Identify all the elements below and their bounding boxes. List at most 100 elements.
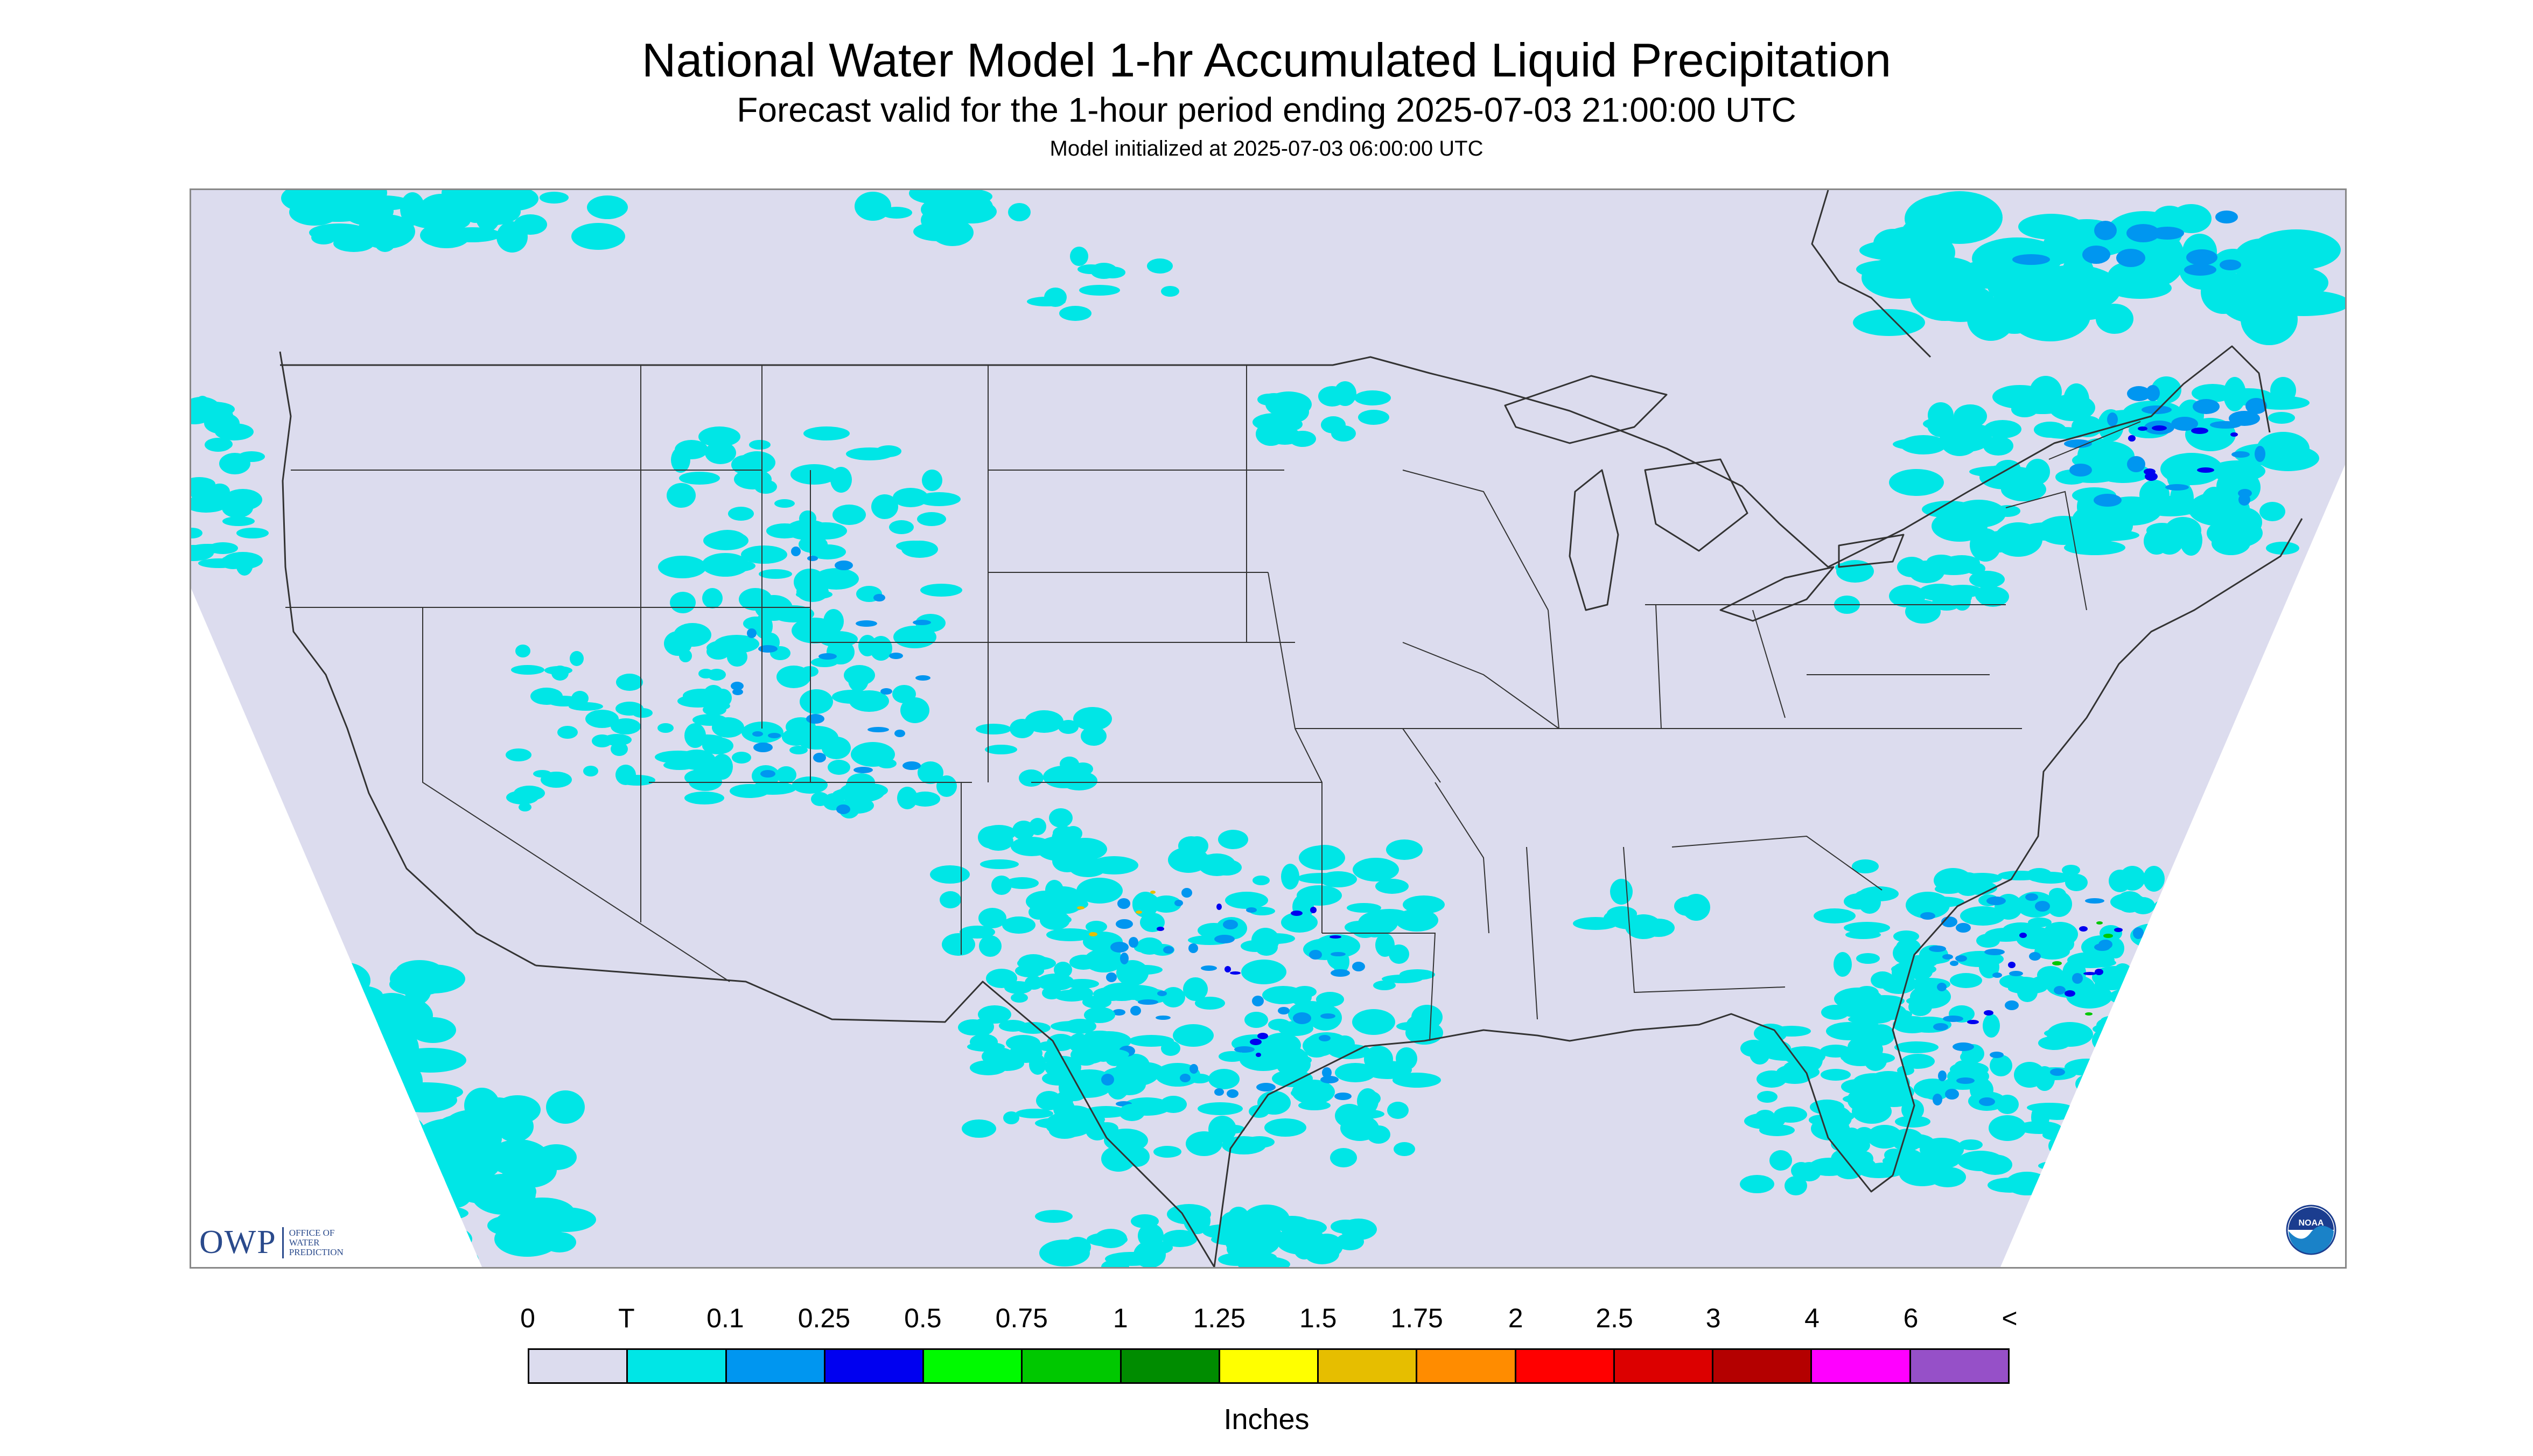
precip-cell [1340,1115,1379,1141]
precip-cell [1252,876,1270,885]
precip-cell [583,766,598,776]
precip-cell [2259,502,2285,521]
precip-cell [1251,928,1279,953]
precip-cell [752,731,763,737]
precip-cell [1984,420,2021,438]
precip-cell [2052,961,2062,965]
precip-cell [1960,1051,1982,1063]
precip-cell [1352,962,1365,971]
precip-cell [2085,898,2104,904]
precip-cell [880,688,892,695]
lake-erie [1719,566,1835,622]
legend-tick-label: 0.1 [706,1303,744,1333]
legend-swatch [1516,1350,1615,1382]
precip-cell [1101,1074,1114,1086]
precip-cell [2096,921,2103,925]
precip-cell [1025,710,1063,733]
precip-cell [2107,412,2118,426]
precip-cell [1979,1097,1995,1106]
precip-cell [2257,445,2319,471]
precip-cell [800,689,833,714]
precip-cell [1086,921,1107,933]
precip-cell [1157,991,1167,996]
precip-cell [570,651,584,666]
precip-cell [1119,1104,1145,1121]
precip-cell [1011,993,1028,1003]
precip-cell [1042,1072,1075,1086]
precip-cell [1573,917,1618,930]
precip-cell [1776,1064,1820,1080]
precip-cell [215,439,233,450]
precip-cell [1969,571,2005,588]
precip-cell [870,636,892,661]
precip-cell [818,653,837,660]
precip-cell [1933,1023,1948,1031]
legend-swatch [1614,1350,1714,1382]
precipitation-map[interactable] [190,188,2347,1269]
precip-cell [1113,1060,1159,1086]
precip-cell [569,702,603,711]
precip-cell [1076,878,1123,904]
legend-tick-label: 1.75 [1390,1303,1443,1333]
precip-cell [1008,203,1031,221]
precip-cell [667,483,696,508]
precip-cell [1769,1150,1792,1171]
precip-cell [1150,891,1156,894]
precip-cell [809,544,846,559]
precip-cell [2143,866,2165,892]
noaa-logo-upper [2289,1207,2334,1230]
precip-cell [1943,555,1980,570]
precip-cell [1111,1252,1156,1265]
precip-cell [2042,922,2078,947]
precip-cell [1320,1013,1335,1019]
precip-cell [1082,996,1111,1009]
precip-cell [915,675,930,681]
precip-cell [571,223,625,250]
precip-cell [2146,385,2160,401]
precip-cell [1354,390,1391,405]
precip-cell [2191,428,2208,434]
legend-swatch [1319,1350,1418,1382]
precip-cell [760,770,775,778]
precip-cell [1937,983,1947,991]
precip-cell [782,729,810,746]
precip-cell [1293,1012,1311,1024]
precip-cell [475,196,501,232]
precip-cell [2094,221,2117,240]
precip-cell [983,831,1013,851]
precip-cell [2245,398,2267,414]
precip-cell [1852,1099,1892,1124]
precip-cell [2025,459,2050,485]
precip-cell [1306,845,1344,867]
precip-cell [1811,1117,1850,1140]
precip-cell [1147,258,1173,274]
precip-cell [1642,919,1675,937]
precip-cell [1837,997,1880,1018]
precip-cell [1887,1074,1909,1095]
precip-cell [1049,1123,1080,1139]
precip-cell [619,775,655,786]
precip-cell [962,1119,996,1138]
precip-cell [2171,204,2212,233]
precip-cell [1976,934,2000,948]
precip-cell [1035,1210,1073,1223]
precip-cell [1841,1052,1858,1062]
precip-cell [1897,1066,1914,1075]
precip-cell [1244,1136,1275,1148]
precip-cell [1929,946,1946,952]
precip-cell [1395,909,1438,932]
precip-cell [1989,1115,2026,1141]
precip-cell [894,730,905,737]
precip-cell [702,588,723,608]
precip-cell [1244,1012,1268,1028]
precip-cell [1065,979,1099,989]
precip-cell [796,582,829,602]
precip-cell [1905,194,1985,243]
precip-cell [853,767,873,773]
legend-tick-label: 0.75 [995,1303,1048,1333]
precip-cell [2186,249,2217,265]
precip-cell [533,770,551,778]
precip-cell [1086,1031,1131,1051]
precip-cell [1353,858,1399,881]
precip-cell [2165,484,2189,491]
